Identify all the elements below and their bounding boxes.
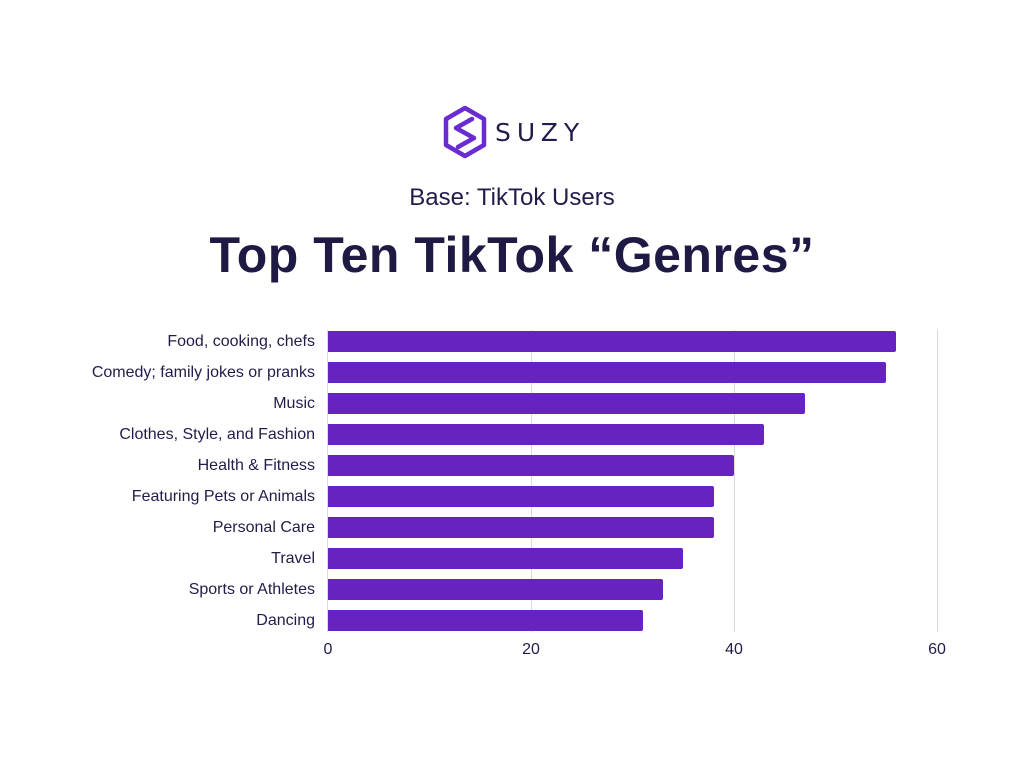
gridline — [734, 330, 735, 632]
y-axis-line — [327, 330, 328, 632]
x-tick-label: 20 — [522, 641, 540, 658]
category-label: Sports or Athletes — [188, 581, 315, 598]
hexagon-s-logo-icon — [443, 105, 487, 159]
bar — [328, 362, 886, 383]
category-label: Food, cooking, chefs — [167, 333, 315, 350]
category-label: Featuring Pets or Animals — [131, 488, 315, 505]
bar — [328, 393, 805, 414]
category-label: Comedy; family jokes or pranks — [91, 364, 315, 381]
category-label: Dancing — [256, 612, 315, 629]
bar — [328, 579, 663, 600]
category-label: Travel — [271, 550, 315, 567]
bar — [328, 455, 734, 476]
suzy-logo: SUZY — [442, 104, 585, 160]
brand-name: SUZY — [495, 117, 586, 147]
bar — [328, 331, 896, 352]
x-tick-label: 40 — [725, 641, 743, 658]
category-label: Music — [273, 395, 315, 412]
bar — [328, 486, 714, 507]
gridline — [937, 330, 938, 632]
bar — [328, 548, 683, 569]
bar — [328, 424, 764, 445]
bar — [328, 517, 714, 538]
category-label: Personal Care — [212, 519, 315, 536]
chart-title: Top Ten TikTok “Genres” — [209, 227, 815, 283]
x-tick-label: 60 — [928, 641, 946, 658]
gridline — [531, 330, 532, 632]
category-label: Clothes, Style, and Fashion — [119, 426, 315, 443]
x-tick-label: 0 — [323, 641, 333, 658]
category-label: Health & Fitness — [197, 457, 315, 474]
bar — [328, 610, 643, 631]
chart-subtitle: Base: TikTok Users — [409, 184, 615, 211]
